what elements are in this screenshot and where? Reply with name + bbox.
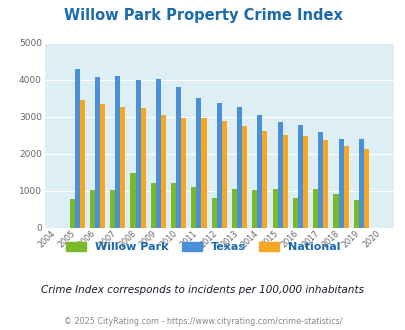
Bar — [231, 188, 237, 228]
Bar — [343, 146, 348, 228]
Bar — [135, 80, 140, 228]
Bar — [252, 190, 257, 228]
Bar — [156, 79, 160, 228]
Bar — [363, 148, 368, 228]
Bar — [241, 126, 247, 228]
Legend: Willow Park, Texas, National: Willow Park, Texas, National — [66, 242, 339, 252]
Text: Crime Index corresponds to incidents per 100,000 inhabitants: Crime Index corresponds to incidents per… — [41, 285, 364, 295]
Bar — [322, 141, 328, 228]
Text: © 2025 CityRating.com - https://www.cityrating.com/crime-statistics/: © 2025 CityRating.com - https://www.city… — [64, 317, 341, 326]
Bar — [79, 100, 85, 228]
Bar — [282, 135, 287, 228]
Bar — [196, 98, 201, 228]
Bar — [272, 188, 277, 228]
Bar — [95, 77, 100, 228]
Bar — [338, 139, 343, 228]
Bar — [110, 190, 115, 228]
Bar — [100, 104, 105, 228]
Bar — [312, 188, 318, 228]
Bar — [69, 199, 75, 228]
Bar — [140, 108, 145, 228]
Bar — [176, 87, 181, 228]
Bar — [191, 187, 196, 228]
Bar — [130, 173, 135, 228]
Bar — [120, 107, 125, 228]
Bar — [221, 120, 226, 228]
Bar — [333, 194, 338, 228]
Bar — [277, 122, 282, 228]
Bar — [358, 139, 363, 228]
Bar — [237, 107, 241, 228]
Bar — [262, 131, 267, 228]
Bar — [90, 190, 95, 228]
Bar — [257, 115, 262, 228]
Bar — [115, 76, 120, 228]
Bar — [353, 200, 358, 228]
Bar — [201, 118, 206, 228]
Bar — [292, 198, 297, 228]
Bar — [211, 198, 216, 228]
Bar — [171, 182, 176, 228]
Bar — [297, 125, 302, 228]
Bar — [302, 136, 307, 228]
Bar — [150, 182, 156, 228]
Bar — [75, 69, 79, 228]
Text: Willow Park Property Crime Index: Willow Park Property Crime Index — [64, 8, 341, 23]
Bar — [318, 132, 322, 228]
Bar — [160, 115, 166, 228]
Bar — [216, 103, 221, 228]
Bar — [181, 118, 186, 228]
